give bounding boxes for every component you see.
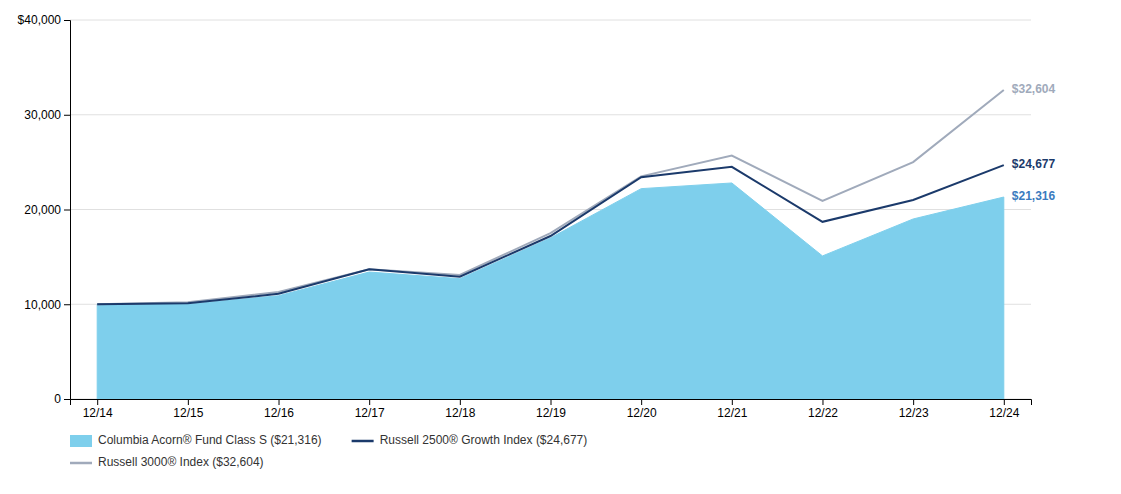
y-axis: 0 10,000 20,000 30,000 $40,000 <box>18 13 71 406</box>
x-axis: 12/14 12/15 12/16 12/17 12/18 12/19 12/20 12/21… <box>71 399 1032 420</box>
tick: 12/18 <box>445 399 475 420</box>
legend-swatch <box>70 462 92 465</box>
tick: $40,000 <box>18 13 70 27</box>
tick: 12/23 <box>899 399 929 420</box>
line <box>97 90 1004 304</box>
axis-line <box>64 21 71 400</box>
area <box>97 183 1004 399</box>
tick: 12/15 <box>173 399 203 420</box>
tick-label: 12/21 <box>717 406 747 420</box>
grid <box>70 20 1031 399</box>
tick-mark <box>822 399 823 405</box>
tick-label: 0 <box>54 392 61 406</box>
tick-mark <box>551 399 552 405</box>
tick-label: 12/22 <box>808 406 838 420</box>
tick-mark <box>64 20 70 21</box>
legend-label: Columbia Acorn® Fund Class S ($21,316) <box>98 433 322 447</box>
tick: 12/24 <box>989 399 1019 420</box>
tick-mark <box>732 399 733 405</box>
legend-item: Russell 2500® Growth Index ($24,677) <box>352 433 588 447</box>
tick-mark <box>97 399 98 405</box>
tick: 0 <box>54 392 70 406</box>
tick: 12/19 <box>536 399 566 420</box>
grid-line <box>70 209 1031 210</box>
tick: 12/20 <box>627 399 657 420</box>
tick: 30,000 <box>24 108 70 122</box>
tick-mark <box>641 399 642 405</box>
tick: 12/17 <box>355 399 385 420</box>
axis-line <box>71 400 1032 406</box>
tick-mark <box>369 399 370 405</box>
tick: 12/16 <box>264 399 294 420</box>
legend-swatch <box>352 440 374 443</box>
tick: 12/21 <box>717 399 747 420</box>
tick-label: 12/15 <box>173 406 203 420</box>
tick-label: 12/17 <box>355 406 385 420</box>
annotation: $21,316 <box>1012 189 1056 203</box>
legend-swatch <box>70 435 92 447</box>
marks <box>97 90 1004 399</box>
tick-label: 12/14 <box>83 406 113 420</box>
chart: 010,00020,00030,000$40,00012/1412/1512/1… <box>0 0 1121 494</box>
tick-label: 20,000 <box>24 203 61 217</box>
tick-mark <box>1004 399 1005 405</box>
annotations: $32,604 $24,677 $21,316 <box>1012 82 1056 203</box>
tick-label: 12/23 <box>899 406 929 420</box>
tick-label: $40,000 <box>18 13 62 27</box>
line <box>97 165 1004 304</box>
legend-label: Russell 2500® Growth Index ($24,677) <box>380 433 588 447</box>
tick-mark <box>64 399 70 400</box>
tick-mark <box>913 399 914 405</box>
tick-label: 12/16 <box>264 406 294 420</box>
tick-label: 12/24 <box>989 406 1019 420</box>
tick-mark <box>188 399 189 405</box>
tick-label: 12/19 <box>536 406 566 420</box>
tick-mark <box>460 399 461 405</box>
grid-line <box>70 114 1031 115</box>
annotation: $32,604 <box>1012 82 1056 96</box>
tick-label: 12/18 <box>445 406 475 420</box>
tick-mark <box>64 304 70 305</box>
legend: Columbia Acorn® Fund Class S ($21,316) Ru… <box>70 433 587 469</box>
tick: 12/22 <box>808 399 838 420</box>
legend-label: Russell 3000® Index ($32,604) <box>98 455 264 469</box>
grid-line <box>70 20 1031 21</box>
tick-mark <box>64 210 70 211</box>
plot: 010,00020,00030,000$40,00012/1412/1512/1… <box>18 13 1056 419</box>
tick-label: 10,000 <box>24 298 61 312</box>
legend-item: Columbia Acorn® Fund Class S ($21,316) <box>70 433 322 447</box>
tick-mark <box>64 115 70 116</box>
annotation: $24,677 <box>1012 157 1056 171</box>
tick: 20,000 <box>24 203 70 217</box>
tick: 10,000 <box>24 298 70 312</box>
legend-item: Russell 3000® Index ($32,604) <box>70 455 264 469</box>
tick-mark <box>279 399 280 405</box>
tick-label: 30,000 <box>24 108 61 122</box>
tick: 12/14 <box>83 399 113 420</box>
tick-label: 12/20 <box>627 406 657 420</box>
